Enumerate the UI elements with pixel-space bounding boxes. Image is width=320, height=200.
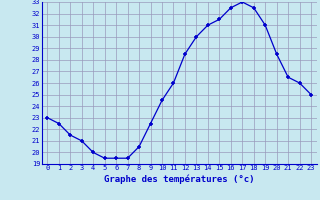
X-axis label: Graphe des températures (°c): Graphe des températures (°c) [104,174,254,184]
